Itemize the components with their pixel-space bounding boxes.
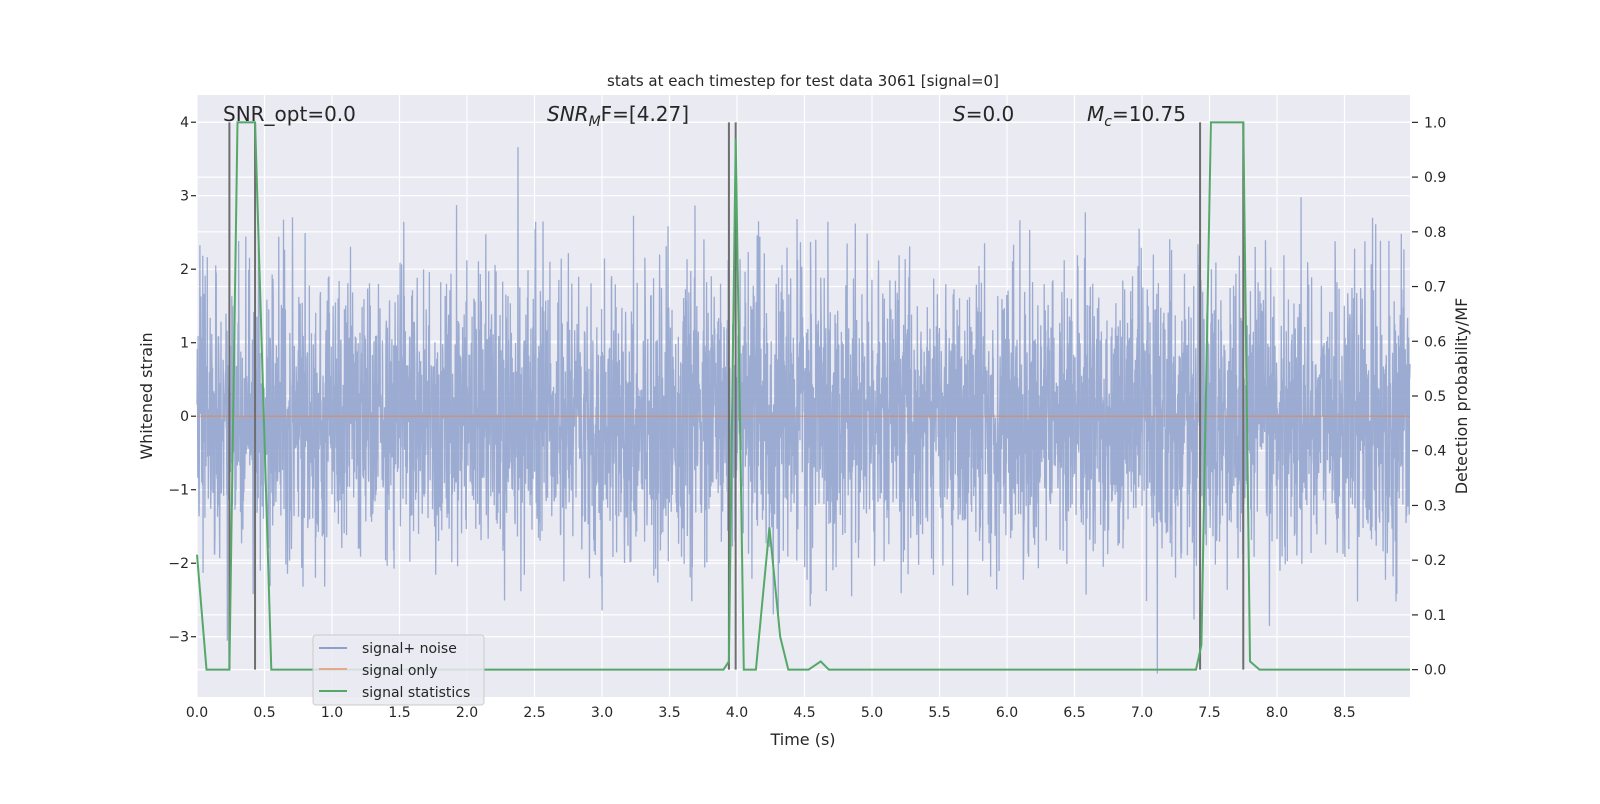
x-tick-label: 2.5 [523, 705, 545, 721]
annotation-snr-mf: SNRMF=[4.27] [547, 102, 689, 130]
y2-tick-label: 0.0 [1424, 663, 1446, 679]
mc-sub: c [1104, 114, 1112, 130]
x-tick-label: 7.5 [1198, 705, 1220, 721]
x-tick-label: 0.0 [186, 705, 208, 721]
x-tick-label: 2.0 [456, 705, 478, 721]
x-tick-label: 7.0 [1131, 705, 1153, 721]
chart-title: stats at each timestep for test data 306… [607, 72, 999, 90]
s-italic: S [953, 102, 966, 126]
series-layer [196, 121, 1410, 671]
x-tick-label: 4.5 [793, 705, 815, 721]
ticks: 0.0 0.5 1.0 1.5 2.0 2.5 3.0 3.5 4.0 4.5 5.0 5.5 6.0 6… [168, 115, 1446, 721]
y-tick-label: 2 [180, 262, 189, 278]
y2-tick-label: 0.8 [1424, 225, 1446, 241]
x-tick-label: 3.0 [591, 705, 613, 721]
annotation-mc: Mc=10.75 [1087, 102, 1186, 130]
y2-tick-label: 0.5 [1424, 389, 1446, 405]
legend-label-signal-noise: signal+ noise [362, 641, 457, 657]
annotation-s: S=0.0 [953, 102, 1014, 126]
signal-statistics-line [196, 121, 1410, 671]
y-tick-label: 4 [180, 115, 189, 131]
mc-rest: =10.75 [1112, 102, 1186, 126]
y2-tick-label: 0.3 [1424, 498, 1446, 514]
x-tick-label: 5.5 [928, 705, 950, 721]
y-axis-label: Whitened strain [137, 332, 156, 459]
x-tick-label: 0.5 [253, 705, 275, 721]
legend-box [312, 634, 485, 706]
x-tick-label: 6.0 [996, 705, 1018, 721]
signal-noise-series [196, 147, 1411, 674]
legend-label-signal-only: signal only [362, 663, 437, 679]
legend: signal+ noise signal only signal statist… [312, 634, 485, 706]
snr-mf-main: SNR [547, 102, 589, 126]
y2-tick-label: 0.7 [1424, 280, 1446, 296]
y-tick-label: −2 [168, 556, 189, 572]
x-axis-label: Time (s) [769, 730, 835, 749]
x-tick-label: 5.0 [861, 705, 883, 721]
signal-noise-line [196, 147, 1411, 674]
x-tick-label: 4.0 [726, 705, 748, 721]
y-tick-label: 1 [180, 336, 189, 352]
legend-label-signal-statistics: signal statistics [362, 685, 470, 701]
y2-tick-label: 1.0 [1424, 115, 1446, 131]
snr-mf-sub: M [589, 114, 601, 130]
y-tick-label: 3 [180, 189, 189, 205]
x-tick-label: 8.5 [1333, 705, 1355, 721]
x-tick-label: 1.5 [388, 705, 410, 721]
y2-tick-label: 0.2 [1424, 553, 1446, 569]
y2-axis-label: Detection probability/MF [1452, 298, 1471, 495]
y2-tick-label: 0.6 [1424, 334, 1446, 350]
mc-main: M [1087, 102, 1104, 126]
x-tick-label: 3.5 [658, 705, 680, 721]
x-tick-label: 8.0 [1266, 705, 1288, 721]
s-rest: =0.0 [966, 102, 1015, 126]
y-tick-label: 0 [180, 409, 189, 425]
y-tick-label: −3 [168, 630, 189, 646]
snr-mf-rest: F=[4.27] [601, 102, 689, 126]
x-tick-label: 6.5 [1063, 705, 1085, 721]
annotation-snr-opt: SNR_opt=0.0 [223, 102, 356, 126]
y2-tick-label: 0.9 [1424, 170, 1446, 186]
x-tick-label: 1.0 [321, 705, 343, 721]
y2-tick-label: 0.1 [1424, 608, 1446, 624]
y-tick-label: −1 [168, 483, 189, 499]
y2-tick-label: 0.4 [1424, 444, 1446, 460]
